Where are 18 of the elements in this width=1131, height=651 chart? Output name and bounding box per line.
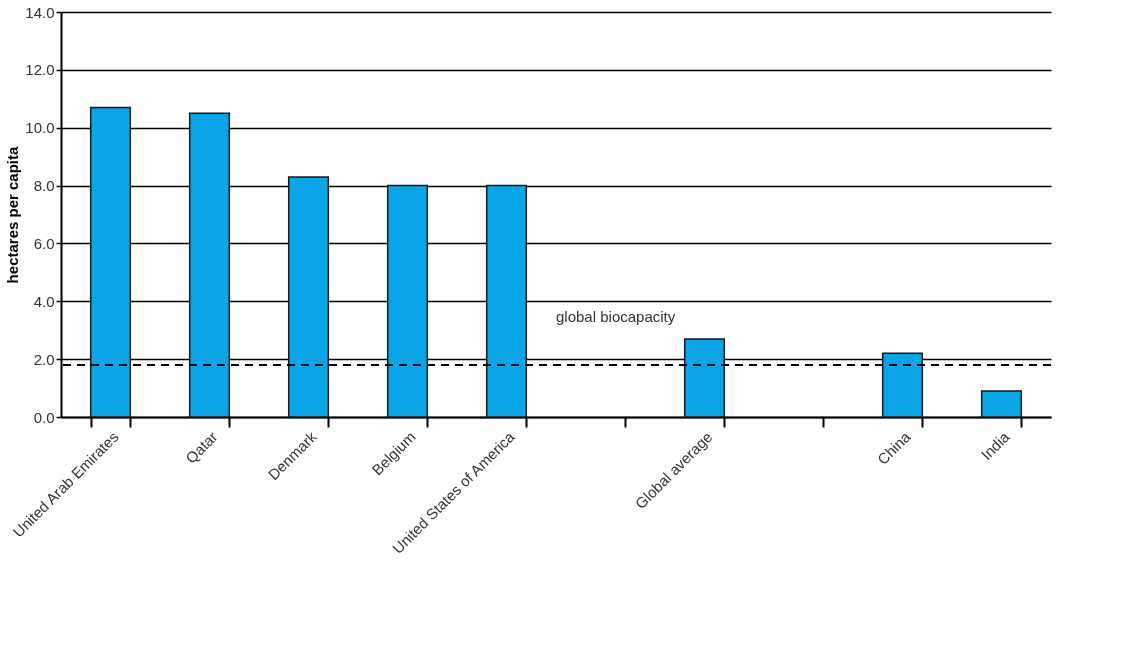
ref-line-label: global biocapacity (556, 307, 676, 325)
bar (881, 352, 924, 418)
bar (980, 390, 1023, 418)
y-tick-label: 0.0 (33, 408, 55, 426)
bar (386, 184, 429, 418)
y-tick-label: 10.0 (25, 119, 55, 137)
y-tick-label: 12.0 (25, 61, 55, 79)
bar (485, 184, 528, 418)
y-tick-label: 14.0 (25, 3, 55, 21)
bar (89, 106, 132, 418)
y-tick-label: 2.0 (33, 350, 55, 368)
y-tick-label: 8.0 (33, 177, 55, 195)
y-tick-label: 6.0 (33, 234, 55, 252)
y-tick-label: 4.0 (33, 292, 55, 310)
bar (683, 338, 726, 418)
bar (287, 176, 330, 418)
y-axis-title: hectares per capita (4, 145, 22, 284)
bar (188, 112, 231, 418)
